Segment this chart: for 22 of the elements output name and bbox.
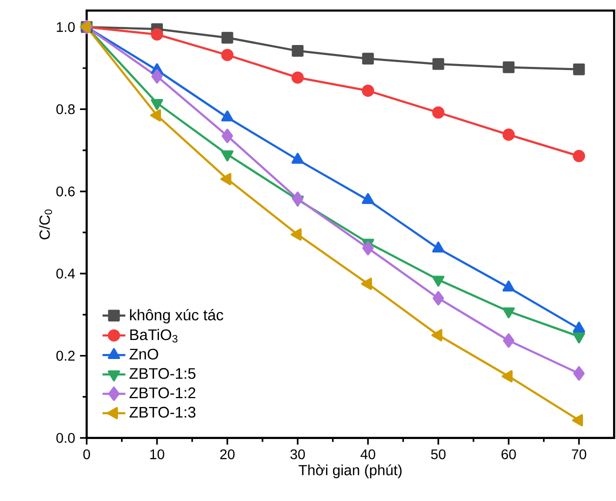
y-tick-label: 0.0 bbox=[56, 432, 75, 443]
x-tick-label: 0 bbox=[83, 449, 90, 460]
x-tick-label: 50 bbox=[431, 449, 446, 460]
x-axis-title: Thời gian (phút) bbox=[298, 464, 402, 478]
x-tick-label: 10 bbox=[150, 449, 164, 460]
legend-label: ZBTO-1:3 bbox=[130, 406, 196, 418]
legend-label: ZBTO-1:5 bbox=[130, 368, 196, 379]
x-tick-label: 60 bbox=[502, 449, 516, 460]
y-tick-label: 0.6 bbox=[56, 186, 75, 196]
legend-label: ZnO bbox=[130, 348, 158, 360]
x-tick-label: 70 bbox=[572, 449, 586, 460]
legend-label: ZBTO-1:2 bbox=[130, 387, 196, 398]
legend-label: BaTiO$_{3}$ bbox=[130, 328, 178, 343]
y-tick-label: 0.4 bbox=[56, 268, 75, 279]
legend-label: không xúc tác bbox=[130, 308, 224, 324]
x-tick-label: 30 bbox=[290, 449, 305, 460]
x-tick-label: 40 bbox=[360, 449, 376, 460]
y-axis-title: C/C$_{0}$ bbox=[39, 210, 52, 240]
y-tick-label: 0.2 bbox=[56, 350, 75, 361]
x-tick-label: 20 bbox=[220, 449, 235, 460]
y-tick-label: 1.0 bbox=[56, 22, 75, 32]
y-tick-label: 0.8 bbox=[56, 104, 75, 114]
